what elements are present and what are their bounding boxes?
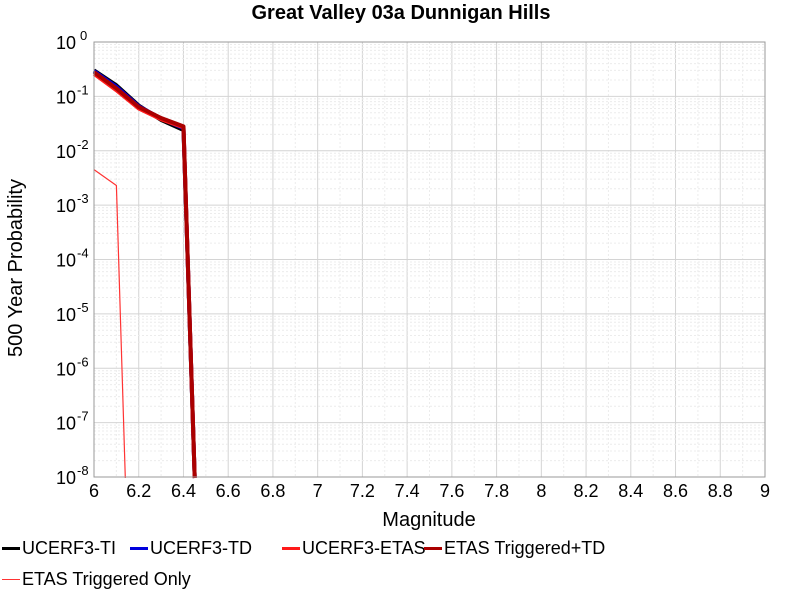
legend-item: ETAS Triggered Only <box>2 569 191 590</box>
plot-frame <box>93 41 766 478</box>
legend-label: UCERF3-ETAS <box>302 538 426 558</box>
y-tick-label: 10-4 <box>56 246 89 271</box>
y-tick-label: 10 0 <box>56 28 87 53</box>
legend-item: ETAS Triggered+TD <box>424 538 605 559</box>
grid <box>93 42 766 478</box>
legend-label: ETAS Triggered Only <box>22 569 191 589</box>
series-layer <box>92 68 197 479</box>
legend-swatch <box>2 579 20 580</box>
y-tick-label: 10-7 <box>56 409 89 434</box>
legend-item: UCERF3-TD <box>130 538 252 559</box>
x-tick-label: 6.2 <box>126 481 151 501</box>
legend-item: UCERF3-ETAS <box>282 538 426 559</box>
x-tick-label: 7.2 <box>350 481 375 501</box>
x-tick-label: 6.8 <box>260 481 285 501</box>
y-tick-label: 10-5 <box>56 300 89 325</box>
legend-swatch <box>130 547 148 550</box>
x-tick-label: 9 <box>760 481 770 501</box>
x-tick-label: 8.8 <box>708 481 733 501</box>
x-tick-label: 6.4 <box>171 481 196 501</box>
legend-label: ETAS Triggered+TD <box>444 538 606 558</box>
y-tick-label: 10-6 <box>56 354 89 379</box>
legend-label: UCERF3-TI <box>22 538 116 558</box>
x-tick-label: 8.2 <box>574 481 599 501</box>
x-tick-label: 7 <box>313 481 323 501</box>
y-tick-label: 10-2 <box>56 137 89 162</box>
x-tick-label: 8.4 <box>618 481 643 501</box>
chart: Great Valley 03a Dunnigan Hills 6 6.2 6.4 6… <box>5 2 770 531</box>
x-tick-label: 6.6 <box>216 481 241 501</box>
legend-swatch <box>424 547 442 550</box>
series-line-etas-triggered-only <box>93 169 126 479</box>
y-tick-label: 10-3 <box>56 191 89 216</box>
series-line-ucerf3-ti <box>92 68 197 479</box>
x-axis-ticks: 6 6.2 6.4 6.6 6.8 7 7.2 7.4 7.6 7.8 8 8.2 8.4 8.6 8.8 9 <box>89 481 770 501</box>
legend-label: UCERF3-TD <box>150 538 252 558</box>
x-tick-label: 6 <box>89 481 99 501</box>
series-line-ucerf3-td <box>92 69 197 479</box>
chart-title: Great Valley 03a Dunnigan Hills <box>251 2 550 24</box>
x-axis-label: Magnitude <box>382 509 475 531</box>
x-tick-label: 7.4 <box>395 481 420 501</box>
x-tick-label: 8.6 <box>663 481 688 501</box>
legend-swatch <box>2 547 20 550</box>
y-axis-ticks: 10 0 10-1 10-2 10-3 10-4 10-5 10-6 10-7 10-8 <box>56 28 89 488</box>
y-tick-label: 10-8 <box>56 463 89 488</box>
x-tick-label: 8 <box>536 481 546 501</box>
legend-swatch <box>282 547 300 550</box>
series-line-etas-triggered-td <box>92 70 197 479</box>
legend: UCERF3-TI UCERF3-TD UCERF3-ETAS ETAS Trigge… <box>0 536 800 600</box>
x-tick-label: 7.8 <box>484 481 509 501</box>
x-tick-label: 7.6 <box>439 481 464 501</box>
legend-item: UCERF3-TI <box>2 538 116 559</box>
y-axis-label: 500 Year Probability <box>5 179 27 357</box>
y-tick-label: 10-1 <box>56 82 89 107</box>
